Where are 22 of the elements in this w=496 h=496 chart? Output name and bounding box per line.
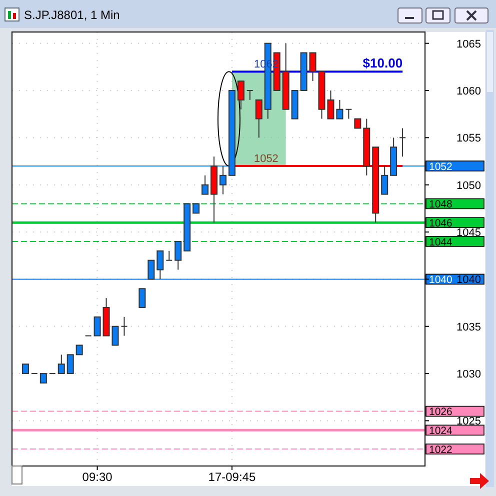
y-tick-label: 1045 [456,227,481,240]
y-tick-label: 1065 [456,38,481,50]
x-tick-label: 09:30 [82,470,113,484]
ref-line-label: 1048 [429,198,453,211]
ref-line-label: 1026 [429,406,453,418]
ref-line-label: 1046 [429,217,453,230]
y-tick-label: 1050 [456,180,481,192]
ref-line-label: 1040 [429,274,453,286]
annotation: $10.00 [362,56,403,71]
ref-line-label: 1052 [429,160,453,173]
ref-line-label: 1044 [429,236,453,248]
y-tick-label: 1035 [456,321,481,334]
ref-line-label: 1022 [429,444,453,456]
y-tick-label: 1040 [456,274,481,286]
y-tick-label: 1060 [456,85,481,98]
y-tick-label: 1055 [456,132,481,145]
annotation: 1052 [254,152,278,165]
y-tick-label: 1030 [456,368,481,381]
ref-line-label: 1024 [429,424,453,437]
y-tick-label: 1025 [456,416,481,428]
x-tick-label: 17-09:45 [208,470,256,484]
chart-title: S.JP.J8801, 1 Min [24,8,120,22]
